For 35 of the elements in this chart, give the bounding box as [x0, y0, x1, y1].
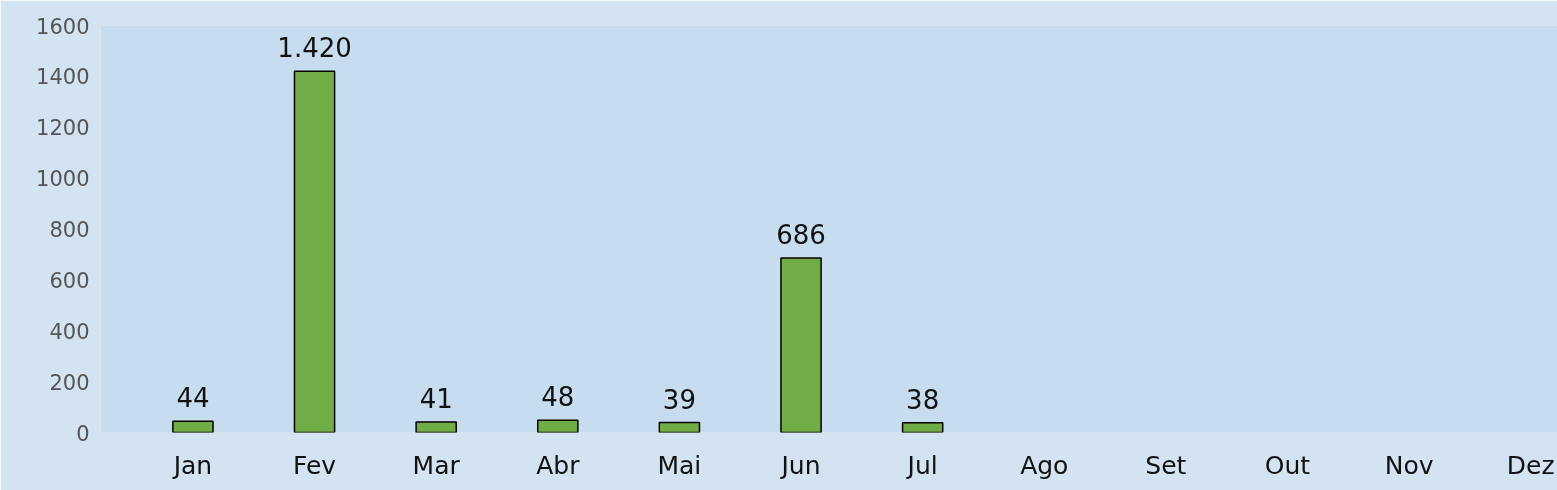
data-label: 1.420 — [277, 33, 352, 64]
y-tick-label: 1600 — [36, 14, 90, 39]
bar — [293, 70, 336, 433]
x-tick-label: Mai — [657, 450, 702, 480]
bar — [536, 419, 579, 433]
data-label: 39 — [662, 384, 696, 415]
x-tick-label: Jun — [779, 450, 821, 480]
bar — [901, 422, 944, 433]
x-tick-label: Jul — [905, 450, 938, 480]
bar — [172, 420, 214, 433]
x-tick-label: Jan — [171, 450, 213, 480]
y-tick-label: 1000 — [36, 167, 90, 192]
x-tick-label: Out — [1264, 450, 1311, 480]
x-tick-label: Nov — [1384, 450, 1434, 480]
data-label: 48 — [541, 382, 575, 413]
bar — [415, 421, 457, 433]
x-tick-label: Fev — [292, 450, 337, 480]
y-tick-label: 400 — [49, 319, 90, 344]
x-tick-label: Abr — [536, 450, 581, 480]
bar — [658, 421, 701, 433]
y-tick-label: 1200 — [36, 116, 90, 141]
x-tick-label: Dez — [1506, 450, 1555, 480]
data-label: 44 — [176, 383, 210, 414]
data-label: 38 — [906, 384, 940, 415]
y-tick-label: 800 — [49, 218, 90, 242]
data-label: 41 — [419, 384, 453, 415]
y-tick-label: 200 — [49, 370, 90, 395]
x-tick-label: Set — [1145, 450, 1187, 480]
y-tick-label: 600 — [49, 268, 90, 293]
data-label: 686 — [776, 220, 826, 250]
x-tick-label: Mar — [412, 450, 461, 480]
y-tick-label: 0 — [76, 421, 90, 446]
y-tick-label: 1400 — [36, 65, 90, 90]
x-tick-label: Ago — [1020, 450, 1069, 480]
bar — [780, 257, 822, 433]
